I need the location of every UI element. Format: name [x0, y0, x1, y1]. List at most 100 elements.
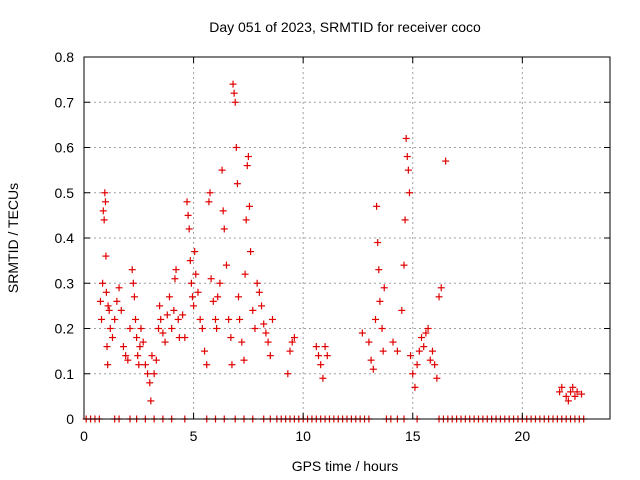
data-point	[147, 397, 155, 405]
data-point	[146, 379, 154, 387]
data-point	[562, 392, 570, 400]
data-point	[315, 352, 323, 360]
data-point	[260, 320, 268, 328]
data-point	[374, 239, 382, 247]
data-point	[367, 356, 375, 364]
y-tick-label: 0.7	[55, 94, 75, 110]
data-point	[157, 315, 165, 323]
data-point	[218, 166, 226, 174]
data-point	[129, 279, 137, 287]
data-point	[317, 361, 325, 369]
y-tick-label: 0.5	[55, 185, 75, 201]
data-point	[402, 134, 410, 142]
data-point	[290, 334, 298, 342]
data-point	[371, 315, 379, 323]
data-point	[569, 383, 577, 391]
data-point	[247, 248, 255, 256]
data-point	[103, 343, 111, 351]
data-point	[433, 374, 441, 382]
data-point	[378, 325, 386, 332]
data-point	[136, 343, 144, 351]
data-point	[413, 361, 421, 369]
data-point	[207, 275, 215, 283]
data-point	[418, 334, 426, 342]
data-point	[194, 288, 202, 296]
data-point	[245, 202, 253, 210]
data-point	[124, 356, 132, 364]
data-point	[424, 325, 432, 332]
data-point	[220, 225, 228, 233]
data-point	[213, 325, 221, 332]
data-point	[155, 325, 163, 332]
data-point	[426, 356, 434, 364]
data-point	[171, 275, 179, 283]
data-point	[214, 293, 222, 301]
data-point	[168, 325, 176, 332]
data-point	[99, 207, 107, 215]
data-point	[184, 211, 192, 219]
data-point	[113, 297, 121, 305]
data-point	[319, 374, 327, 382]
data-point	[431, 361, 439, 369]
data-point	[172, 266, 180, 274]
data-point	[401, 216, 409, 224]
data-point	[380, 284, 388, 292]
data-point	[284, 370, 292, 378]
data-point	[104, 361, 112, 369]
grid-lines	[84, 57, 610, 419]
data-point	[376, 297, 384, 305]
data-point	[435, 293, 443, 301]
data-point	[238, 338, 246, 346]
y-tick-label: 0.4	[55, 230, 75, 246]
data-point	[407, 352, 415, 360]
data-point	[98, 315, 106, 323]
data-point	[105, 306, 113, 314]
y-tick-label: 0.6	[55, 140, 75, 156]
data-point	[191, 248, 199, 256]
x-tick-label: 5	[190, 428, 198, 444]
data-point	[165, 293, 173, 301]
y-tick-label: 0.8	[55, 49, 75, 65]
data-point	[232, 144, 240, 151]
data-point	[571, 392, 579, 400]
data-point	[170, 306, 178, 314]
data-point	[375, 266, 383, 274]
data-point	[262, 329, 270, 337]
data-point	[181, 334, 189, 342]
data-point	[266, 352, 274, 360]
data-point	[389, 338, 397, 346]
y-tick-label: 0.3	[55, 275, 75, 291]
data-point	[422, 329, 430, 337]
data-point	[106, 325, 114, 332]
data-point	[183, 198, 191, 206]
data-point	[186, 257, 194, 265]
data-point	[437, 284, 445, 292]
data-point	[227, 334, 235, 342]
data-point	[201, 347, 209, 355]
data-point	[128, 266, 136, 274]
chart-title: Day 051 of 2023, SRMTID for receiver coc…	[209, 19, 481, 35]
x-tick-label: 15	[405, 428, 421, 444]
data-point	[358, 329, 366, 337]
data-point	[393, 347, 401, 355]
data-point	[192, 270, 200, 278]
data-point	[209, 297, 217, 305]
data-point	[205, 198, 213, 206]
data-point	[101, 198, 109, 206]
data-point	[141, 361, 149, 369]
data-point	[398, 306, 406, 314]
data-point	[558, 383, 566, 391]
x-axis-label: GPS time / hours	[292, 458, 399, 474]
y-tick-label: 0.2	[55, 321, 75, 337]
data-point	[101, 189, 109, 197]
data-point	[137, 325, 145, 332]
data-point	[244, 153, 252, 161]
data-point	[206, 189, 214, 197]
data-point	[99, 279, 107, 287]
data-point	[405, 189, 413, 197]
data-point	[100, 216, 108, 224]
data-point	[216, 279, 224, 287]
data-point	[288, 338, 296, 346]
data-point	[379, 347, 387, 355]
data-point	[420, 343, 428, 351]
